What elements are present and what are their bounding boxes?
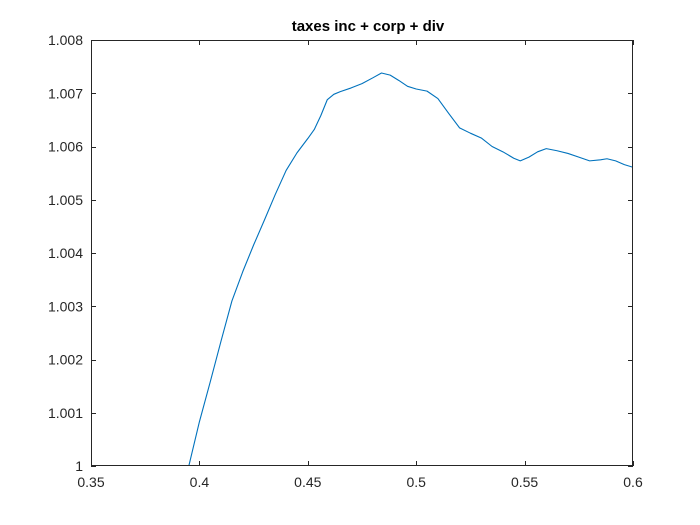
y-tick-label: 1.007 [48,85,83,101]
x-tick-label: 0.4 [190,474,210,490]
y-tick-label: 1.005 [48,192,83,208]
x-tick-label: 0.6 [623,474,643,490]
y-tick-label: 1.006 [48,139,83,155]
y-tick-label: 1.001 [48,405,83,421]
y-tick-label: 1.002 [48,352,83,368]
x-tick-label: 0.55 [511,474,538,490]
y-tick-label: 1.004 [48,245,83,261]
series-line-0 [188,72,633,466]
y-tick-label: 1.003 [48,298,83,314]
x-tick-label: 0.45 [294,474,321,490]
x-axis: 0.35 0.4 0.45 0.5 0.55 0.6 [77,40,643,490]
y-axis: 1 1.001 1.002 1.003 1.004 1.005 1.006 1.007 1.00… [48,32,633,474]
plot-area [188,72,633,466]
x-tick-label: 0.35 [77,474,104,490]
y-tick-label: 1.008 [48,32,83,48]
y-tick-label: 1 [75,458,83,474]
x-tick-label: 0.5 [406,474,426,490]
chart-title: taxes inc + corp + div [292,18,445,35]
